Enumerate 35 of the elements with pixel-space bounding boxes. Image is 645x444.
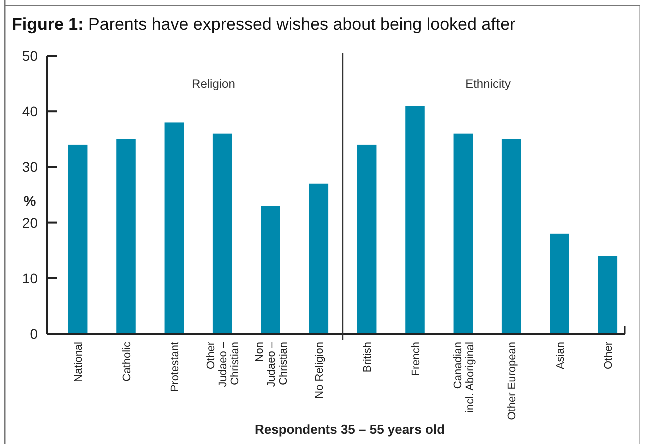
x-tick-label: Other <box>602 342 615 370</box>
bar <box>598 256 618 334</box>
x-tick-label: No Religion <box>314 342 326 399</box>
x-tick-label: Non Judaeo – Christian <box>254 341 290 388</box>
x-tick-label: British <box>362 342 374 373</box>
x-tick-label: Canadian incl. Aboriginal <box>452 342 476 413</box>
bar <box>502 139 522 334</box>
bar <box>261 206 280 334</box>
y-tick-label: 20 <box>22 214 38 231</box>
bar <box>454 134 474 334</box>
y-tick-label: 50 <box>22 48 38 64</box>
bar <box>164 122 184 334</box>
x-tick-label: French <box>410 342 422 376</box>
bar <box>116 139 136 334</box>
x-tick-label: Catholic <box>121 342 134 382</box>
bar <box>550 234 570 334</box>
bar <box>309 184 329 334</box>
x-tick-label: Other Judaeo – Christian <box>206 341 242 388</box>
y-tick-label: 10 <box>22 270 38 286</box>
x-tick-label: Other European <box>506 342 519 420</box>
bar <box>357 144 377 334</box>
y-tick-label: 0 <box>30 326 38 342</box>
x-tick-label: Protestant <box>169 342 182 392</box>
bar <box>68 144 88 334</box>
annotation: Religion <box>192 77 236 91</box>
x-tick-label: National <box>73 342 86 382</box>
bar <box>406 106 425 334</box>
chart-title: Figure 1: Parents have expressed wishes about being looked after <box>12 15 516 34</box>
y-tick-label: 30 <box>22 159 38 176</box>
x-tick-label: Asian <box>554 342 567 370</box>
bar <box>212 134 232 334</box>
x-axis-title: Respondents 35 – 55 years old <box>254 422 446 437</box>
y-tick-label: 40 <box>22 104 38 120</box>
annotation: Ethnicity <box>466 77 511 91</box>
y-axis-title: % <box>24 193 37 209</box>
